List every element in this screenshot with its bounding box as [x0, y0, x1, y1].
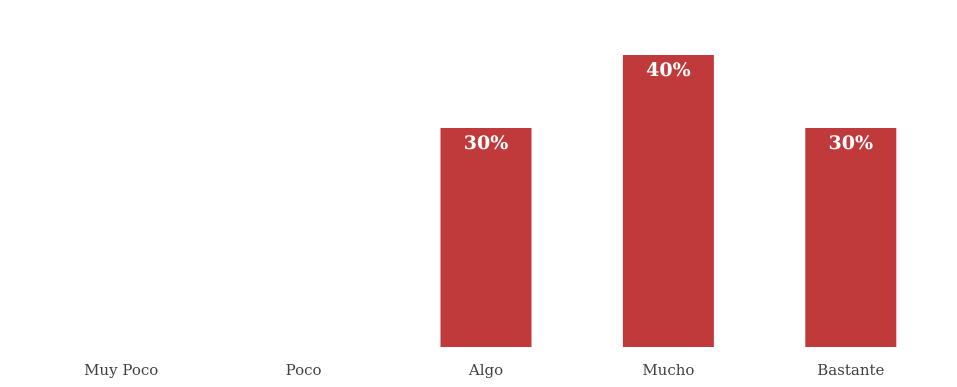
- data-label-bastante: 30%: [829, 132, 874, 154]
- bar-algo: [441, 128, 532, 347]
- x-tick-label-poco: Poco: [286, 361, 322, 379]
- bars-group: [441, 55, 897, 347]
- x-tick-label-mucho: Mucho: [642, 361, 694, 379]
- category-labels-group: Muy Poco Poco Algo Mucho Bastante: [84, 361, 884, 379]
- x-tick-label-bastante: Bastante: [817, 361, 884, 379]
- x-tick-label-muy-poco: Muy Poco: [84, 361, 158, 379]
- data-label-algo: 30%: [464, 132, 509, 154]
- bar-bastante: [805, 128, 896, 347]
- data-label-mucho: 40%: [646, 59, 691, 81]
- bar-mucho: [623, 55, 714, 347]
- x-tick-label-algo: Algo: [468, 361, 503, 379]
